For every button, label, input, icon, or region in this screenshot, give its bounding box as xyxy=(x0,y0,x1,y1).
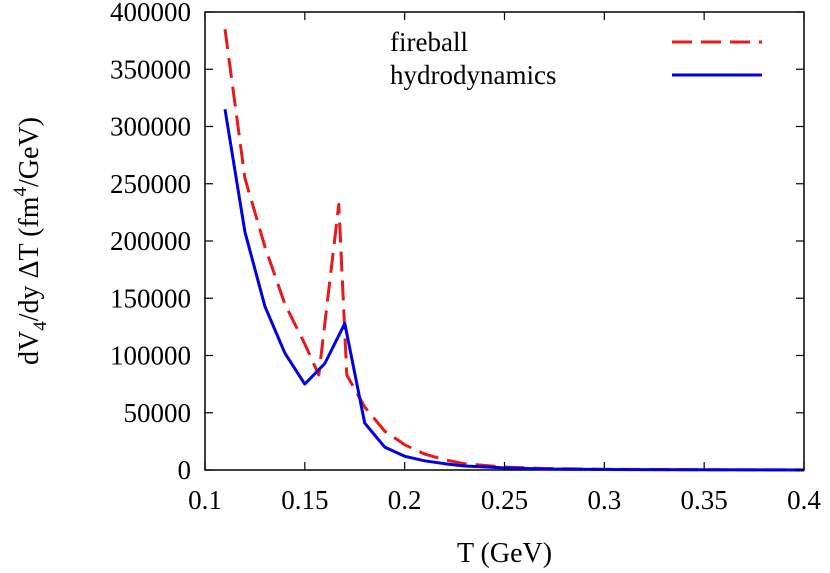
x-tick-label: 0.1 xyxy=(188,485,222,515)
series-line-hydrodynamics xyxy=(223,109,805,472)
y-axis-title-middle: /dy ΔT (fm xyxy=(14,196,45,321)
y-axis-title-prefix: dV xyxy=(14,331,45,365)
x-tick-label: 0.3 xyxy=(587,485,621,515)
x-tick-label: 0.35 xyxy=(681,485,728,515)
y-axis-title-superscript: 4 xyxy=(10,186,31,196)
y-axis-title-subscript: 4 xyxy=(30,321,51,331)
legend-label-hydrodynamics: hydrodynamics xyxy=(390,60,556,90)
x-tick-label: 0.4 xyxy=(787,485,821,515)
legend-label-fireball: fireball xyxy=(390,27,468,57)
x-tick-label: 0.25 xyxy=(481,485,528,515)
y-tick-label: 300000 xyxy=(110,112,191,142)
y-tick-label: 100000 xyxy=(110,341,191,371)
y-tick-label: 400000 xyxy=(110,0,191,27)
series-layer xyxy=(223,29,805,472)
x-axis-ticks: 0.1 0.15 0.2 0.25 0.3 0.35 0.4 xyxy=(188,12,821,515)
y-tick-label: 350000 xyxy=(110,54,191,84)
series-line-fireball xyxy=(223,29,805,472)
y-axis-title-suffix: /GeV) xyxy=(14,117,45,187)
x-tick-label: 0.15 xyxy=(281,485,328,515)
y-tick-label: 50000 xyxy=(124,398,192,428)
x-axis-title: T (GeV) xyxy=(457,538,552,569)
x-tick-label: 0.2 xyxy=(388,485,422,515)
y-tick-label: 150000 xyxy=(110,283,191,313)
y-axis-title: dV4/dy ΔT (fm4/GeV) xyxy=(10,117,51,365)
y-tick-label: 250000 xyxy=(110,169,191,199)
y-tick-label: 0 xyxy=(178,455,192,485)
y-axis-ticks: 0 50000 100000 150000 200000 250000 300000 3500… xyxy=(110,0,804,485)
y-tick-label: 200000 xyxy=(110,226,191,256)
